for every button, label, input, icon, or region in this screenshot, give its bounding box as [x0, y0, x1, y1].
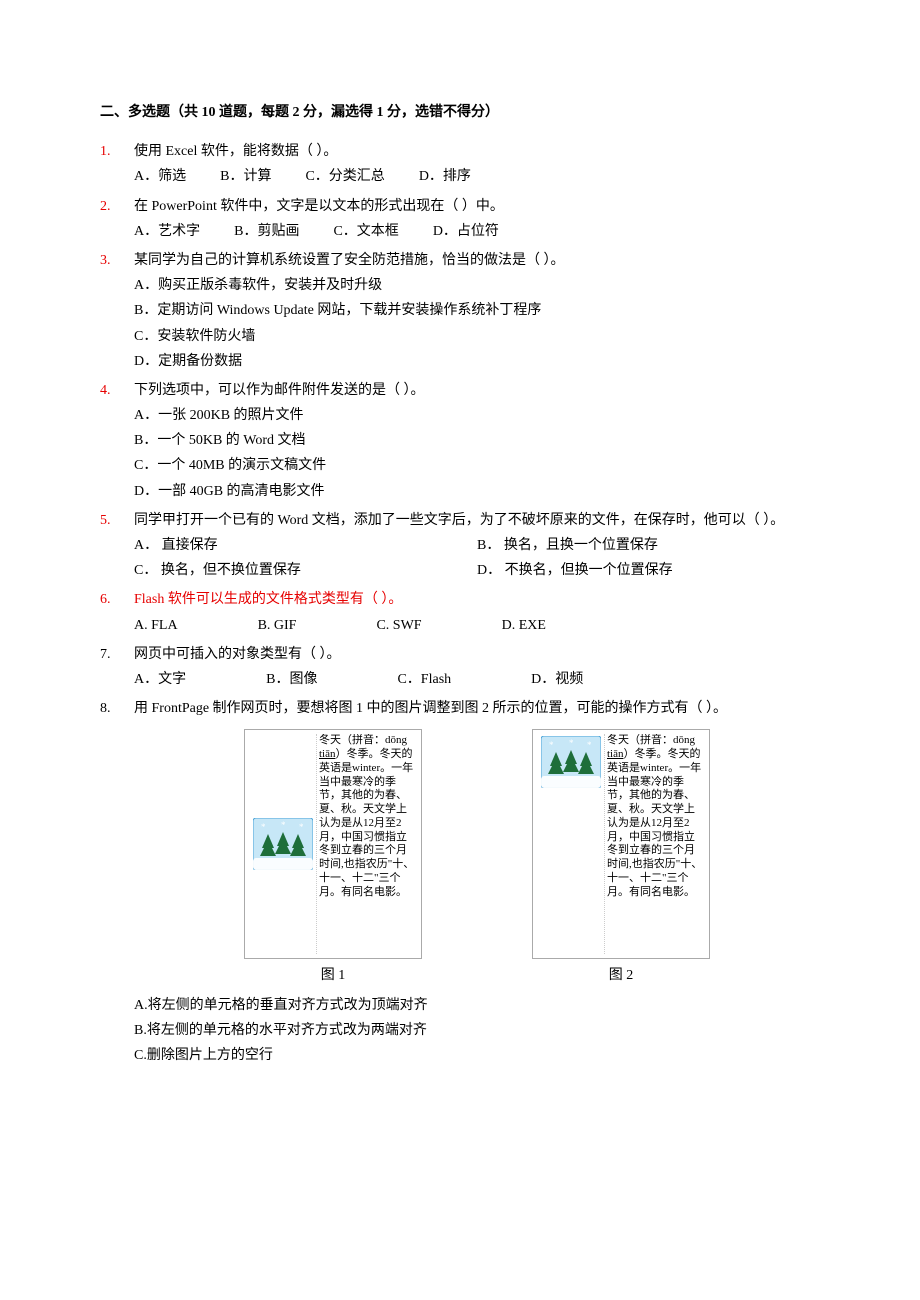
figure-1: * * * 冬天（拼音：dōng tiān）冬季。冬天的英语是winter。一年… [244, 729, 422, 959]
question-stem: 使用 Excel 软件，能将数据（ ）。 [134, 139, 820, 164]
options-col: A．购买正版杀毒软件，安装并及时升级B．定期访问 Windows Update … [134, 273, 820, 374]
svg-text:*: * [569, 738, 574, 748]
exam-page: 二、多选题（共 10 道题，每题 2 分，漏选得 1 分，选错不得分） 1.使用… [0, 0, 920, 1300]
question-stem: Flash 软件可以生成的文件格式类型有（ ）。 [134, 587, 820, 612]
question: 6.Flash 软件可以生成的文件格式类型有（ ）。A. FLA B. GIF C.… [100, 587, 820, 637]
options-row: A．艺术字 B．剪贴画 C．文本框 D．占位符 [134, 219, 820, 244]
svg-text:*: * [261, 822, 266, 832]
option: A．购买正版杀毒软件，安装并及时升级 [134, 273, 820, 298]
figure-2-cell: * * * 冬天（拼音：dōng tiān）冬季。冬天的英语是winter。一年… [532, 729, 710, 988]
question: 3.某同学为自己的计算机系统设置了安全防范措施，恰当的做法是（ ）。A．购买正版… [100, 248, 820, 374]
option: B. GIF [258, 613, 297, 638]
option: A．文字 [134, 667, 186, 692]
question-stem: 同学甲打开一个已有的 Word 文档，添加了一些文字后，为了不破坏原来的文件，在… [134, 508, 820, 533]
question: 2.在 PowerPoint 软件中，文字是以文本的形式出现在（ ）中。A．艺术… [100, 194, 820, 244]
figure-2-text: 冬天（拼音：dōng tiān）冬季。冬天的英语是winter。一年当中最寒冷的… [605, 734, 705, 954]
option: B．一个 50KB 的 Word 文档 [134, 428, 820, 453]
figure-2: * * * 冬天（拼音：dōng tiān）冬季。冬天的英语是winter。一年… [532, 729, 710, 959]
question-body: 在 PowerPoint 软件中，文字是以文本的形式出现在（ ）中。A．艺术字 B… [134, 194, 820, 244]
options-col: A．一张 200KB 的照片文件B．一个 50KB 的 Word 文档C．一个 … [134, 403, 820, 504]
option: C．Flash [397, 667, 451, 692]
question-number: 1. [100, 139, 134, 189]
option: B．计算 [220, 164, 271, 189]
question: 8.用 FrontPage 制作网页时，要想将图 1 中的图片调整到图 2 所示… [100, 696, 820, 1068]
option: D．视频 [531, 667, 583, 692]
option: A. FLA [134, 613, 178, 638]
option: B． 换名，且换一个位置保存 [477, 533, 820, 558]
option: A．筛选 [134, 164, 186, 189]
figure-row: * * * 冬天（拼音：dōng tiān）冬季。冬天的英语是winter。一年… [134, 729, 820, 988]
question-stem: 用 FrontPage 制作网页时，要想将图 1 中的图片调整到图 2 所示的位… [134, 696, 820, 721]
question-body: 使用 Excel 软件，能将数据（ ）。A．筛选 B．计算 C．分类汇总 D．排序 [134, 139, 820, 189]
question-body: 用 FrontPage 制作网页时，要想将图 1 中的图片调整到图 2 所示的位… [134, 696, 820, 1068]
svg-text:*: * [587, 740, 592, 750]
winter-icon: * * * [253, 818, 313, 870]
figure-1-text: 冬天（拼音：dōng tiān）冬季。冬天的英语是winter。一年当中最寒冷的… [317, 734, 417, 954]
figure-1-cell: * * * 冬天（拼音：dōng tiān）冬季。冬天的英语是winter。一年… [244, 729, 422, 988]
options-col: A.将左侧的单元格的垂直对齐方式改为顶端对齐B.将左侧的单元格的水平对齐方式改为… [134, 993, 820, 1069]
question-number: 5. [100, 508, 134, 584]
question-stem: 某同学为自己的计算机系统设置了安全防范措施，恰当的做法是（ ）。 [134, 248, 820, 273]
question-body: 下列选项中，可以作为邮件附件发送的是（ ）。A．一张 200KB 的照片文件B．… [134, 378, 820, 504]
question-body: 某同学为自己的计算机系统设置了安全防范措施，恰当的做法是（ ）。A．购买正版杀毒… [134, 248, 820, 374]
options-row: A．筛选 B．计算 C．分类汇总 D．排序 [134, 164, 820, 189]
question: 7.网页中可插入的对象类型有（ ）。A．文字 B．图像 C．Flash D．视频 [100, 642, 820, 692]
option: C．文本框 [333, 219, 398, 244]
option: A．艺术字 [134, 219, 200, 244]
questions-list: 1.使用 Excel 软件，能将数据（ ）。A．筛选 B．计算 C．分类汇总 D．排序… [100, 139, 820, 1068]
option: D．定期备份数据 [134, 349, 820, 374]
question-number: 2. [100, 194, 134, 244]
option: B.将左侧的单元格的水平对齐方式改为两端对齐 [134, 1018, 820, 1043]
question-stem: 下列选项中，可以作为邮件附件发送的是（ ）。 [134, 378, 820, 403]
question-stem: 网页中可插入的对象类型有（ ）。 [134, 642, 820, 667]
option: C. SWF [376, 613, 421, 638]
winter-icon: * * * [541, 736, 601, 788]
option: A． 直接保存 [134, 533, 477, 558]
option: C．一个 40MB 的演示文稿文件 [134, 453, 820, 478]
options-row: A. FLA B. GIF C. SWF D. EXE [134, 613, 820, 638]
question-body: 同学甲打开一个已有的 Word 文档，添加了一些文字后，为了不破坏原来的文件，在… [134, 508, 820, 584]
figure-2-caption: 图 2 [609, 963, 634, 988]
section-header: 二、多选题（共 10 道题，每题 2 分，漏选得 1 分，选错不得分） [100, 100, 820, 125]
option: C． 换名，但不换位置保存 [134, 558, 477, 583]
option: D. EXE [502, 613, 546, 638]
option: B．图像 [266, 667, 317, 692]
question-body: Flash 软件可以生成的文件格式类型有（ ）。A. FLA B. GIF C. S… [134, 587, 820, 637]
option: D． 不换名，但换一个位置保存 [477, 558, 820, 583]
option: B．定期访问 Windows Update 网站，下载并安装操作系统补丁程序 [134, 298, 820, 323]
question-number: 6. [100, 587, 134, 637]
svg-text:*: * [549, 740, 554, 750]
question-body: 网页中可插入的对象类型有（ ）。A．文字 B．图像 C．Flash D．视频 [134, 642, 820, 692]
figure-1-caption: 图 1 [321, 963, 346, 988]
option: A.将左侧的单元格的垂直对齐方式改为顶端对齐 [134, 993, 820, 1018]
option: C．分类汇总 [305, 164, 384, 189]
option: D．占位符 [433, 219, 499, 244]
svg-text:*: * [299, 822, 304, 832]
question: 4.下列选项中，可以作为邮件附件发送的是（ ）。A．一张 200KB 的照片文件… [100, 378, 820, 504]
svg-text:*: * [281, 820, 286, 830]
question-number: 8. [100, 696, 134, 1068]
question-stem: 在 PowerPoint 软件中，文字是以文本的形式出现在（ ）中。 [134, 194, 820, 219]
option: A．一张 200KB 的照片文件 [134, 403, 820, 428]
option: C.删除图片上方的空行 [134, 1043, 820, 1068]
question-number: 4. [100, 378, 134, 504]
question: 1.使用 Excel 软件，能将数据（ ）。A．筛选 B．计算 C．分类汇总 D．排序 [100, 139, 820, 189]
option: C．安装软件防火墙 [134, 324, 820, 349]
option: D．排序 [419, 164, 471, 189]
question: 5.同学甲打开一个已有的 Word 文档，添加了一些文字后，为了不破坏原来的文件… [100, 508, 820, 584]
option: D．一部 40GB 的高清电影文件 [134, 479, 820, 504]
figure-1-left: * * * [249, 734, 317, 954]
question-number: 7. [100, 642, 134, 692]
option: B．剪贴画 [234, 219, 299, 244]
question-number: 3. [100, 248, 134, 374]
options-2col: A． 直接保存B． 换名，且换一个位置保存C． 换名，但不换位置保存D． 不换名… [134, 533, 820, 583]
figure-2-left: * * * [537, 734, 605, 954]
options-row: A．文字 B．图像 C．Flash D．视频 [134, 667, 820, 692]
